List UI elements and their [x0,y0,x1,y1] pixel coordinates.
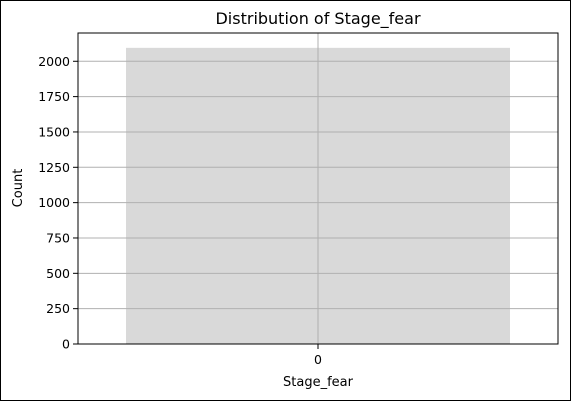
plot-area: 0 250 500 750 1000 1250 1500 1750 2000 0 [38,32,559,367]
y-tick-label: 1000 [38,195,70,210]
y-tick-label: 250 [46,301,70,316]
y-tick-label: 1250 [38,160,70,175]
x-axis-label: Stage_fear [283,375,354,390]
y-axis-label: Count [11,169,26,208]
x-tick-label: 0 [314,352,322,367]
y-tick-label: 1750 [38,89,70,104]
y-tick-label: 0 [62,337,70,352]
y-tick-label: 2000 [38,54,70,69]
axes-frame [77,32,559,345]
y-tick-label: 500 [46,266,70,281]
y-tick-label: 750 [46,230,70,245]
chart-title: Distribution of Stage_fear [215,9,420,29]
y-tick-label: 1500 [38,124,70,139]
